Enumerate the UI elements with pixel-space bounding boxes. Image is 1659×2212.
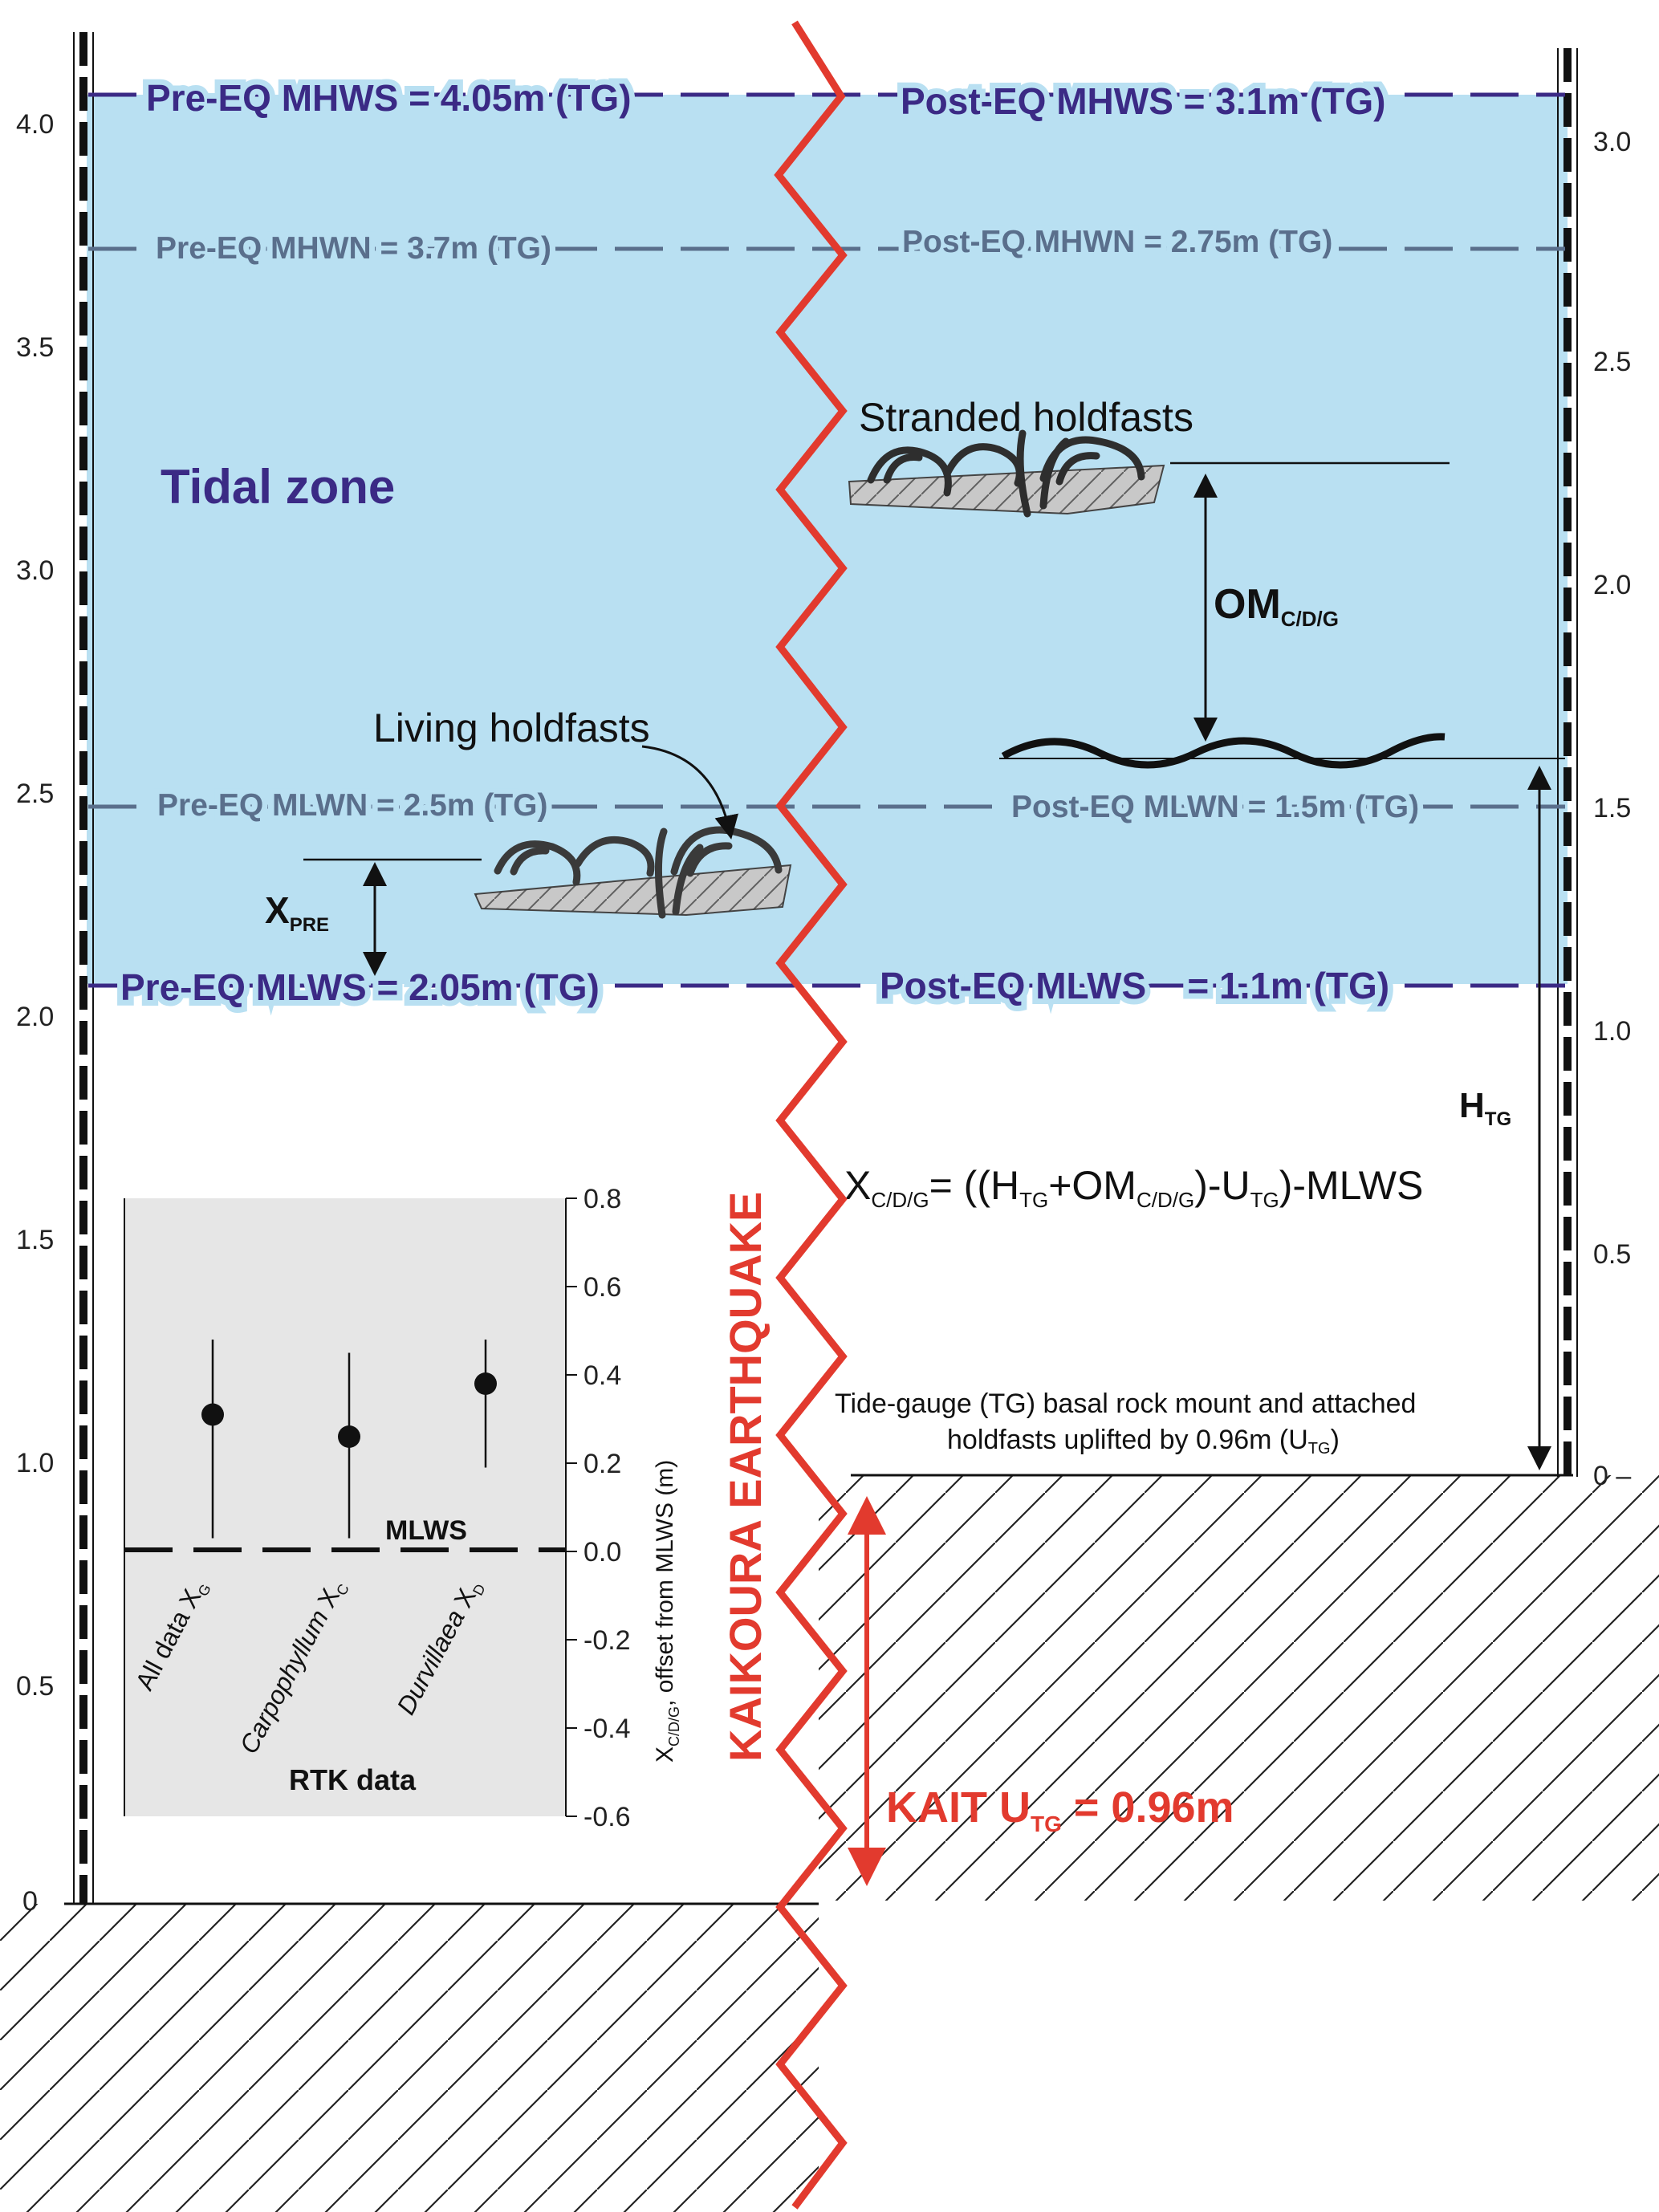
post-eq-mhwn-label: Post-EQ MHWN = 2.75m (TG): [902, 225, 1332, 259]
inset-tick-label: 0.4: [583, 1360, 621, 1391]
inset-mlws-label: MLWS: [385, 1515, 467, 1546]
post-eq-mhws-label: Post-EQ MHWS = 3.1m (TG): [901, 80, 1385, 122]
living-holdfasts-pointer: [641, 745, 738, 840]
inset-tick-label: -0.4: [583, 1714, 631, 1744]
rtk-inset-chart: 0.80.60.40.20.0-0.2-0.4-0.6 MLWS All dat…: [124, 1184, 682, 1832]
right-tick-2.0: 2.0: [1593, 570, 1631, 600]
right-axis: 3.0 2.5 2.0 1.5 1.0 0.5 0 –: [1557, 48, 1631, 1491]
pre-eq-mlws-label: Pre-EQ MLWS = 2.05m (TG): [120, 966, 600, 1008]
pre-eq-mhwn-label: Pre-EQ MHWN = 3.7m (TG): [156, 231, 551, 266]
left-tick-0.5: 0.5: [16, 1671, 54, 1702]
earthquake-label: KAIKOURA EARTHQUAKE: [720, 1192, 771, 1762]
right-tick-2.5: 2.5: [1593, 347, 1631, 377]
inset-tick-label: -0.2: [583, 1625, 631, 1656]
inset-data-points: [201, 1340, 497, 1539]
inset-data-point: [474, 1372, 497, 1395]
h-tg-label: HTG: [1459, 1086, 1511, 1130]
earthquake-fault-line: [774, 20, 848, 2210]
right-tick-1.5: 1.5: [1593, 793, 1631, 823]
left-tick-2.5: 2.5: [16, 779, 54, 809]
right-tick-0: 0 –: [1593, 1461, 1631, 1491]
pre-eq-ground: [0, 1902, 819, 2212]
post-eq-mlwn-label: Post-EQ MLWN = 1.5m (TG): [1011, 790, 1419, 824]
left-tick-1.5: 1.5: [16, 1225, 54, 1255]
om-label: OMC/D/G: [1214, 581, 1339, 631]
inset-tick-label: 0.2: [583, 1449, 621, 1479]
left-tick-2.0: 2.0: [16, 1002, 54, 1032]
left-axis: 4.0 3.5 3.0 2.5 2.0 1.5 1.0 0.5 0: [16, 32, 94, 1917]
inset-data-point: [201, 1403, 224, 1426]
left-tick-3.5: 3.5: [16, 332, 54, 363]
x-pre-label: XPRE: [265, 889, 329, 936]
inset-background: [124, 1198, 566, 1816]
pre-eq-mlwn-label: Pre-EQ MLWN = 2.5m (TG): [157, 788, 548, 823]
living-holdfasts-label: Living holdfasts: [373, 705, 650, 750]
left-tick-3.0: 3.0: [16, 555, 54, 586]
inset-y-axis-label: XC/D/G, offset from MLWS (m): [652, 1460, 682, 1763]
living-holdfasts-illustration: [474, 826, 792, 919]
inset-tick-label: -0.6: [583, 1802, 631, 1832]
living-holdfast-wave: [1001, 733, 1446, 769]
post-eq-ground: [819, 1474, 1659, 1901]
right-tick-1.0: 1.0: [1593, 1016, 1631, 1047]
pre-eq-mhws-label: Pre-EQ MHWS = 4.05m (TG): [146, 77, 632, 119]
tg-note-line1: Tide-gauge (TG) basal rock mount and att…: [835, 1389, 1416, 1419]
inset-y-ticks: 0.8 0.6 0.4 0.2 0.0 -0.2 -0.4 -0.6: [566, 1184, 631, 1832]
tidal-zone-label: Tidal zone: [161, 460, 395, 514]
inset-tick-label: 0.6: [583, 1272, 621, 1303]
tidal-zone-band: [87, 95, 1568, 984]
stranded-holdfasts-label: Stranded holdfasts: [859, 395, 1193, 440]
left-tick-1.0: 1.0: [16, 1448, 54, 1478]
left-tick-0: 0: [22, 1886, 38, 1917]
right-tick-0.5: 0.5: [1593, 1239, 1631, 1270]
post-eq-mlws-label: Post-EQ MLWS = 1.1m (TG): [880, 965, 1389, 1006]
inset-data-point: [338, 1425, 360, 1448]
left-tick-4.0: 4.0: [16, 109, 54, 140]
inset-x-axis-label: RTK data: [289, 1763, 417, 1796]
inset-tick-label: 0.8: [583, 1184, 621, 1214]
right-tick-3.0: 3.0: [1593, 127, 1631, 157]
offset-formula: XC/D/G= ((HTG+OMC/D/G)-UTG)-MLWS: [844, 1163, 1423, 1212]
stranded-holdfasts-illustration: [848, 429, 1165, 518]
kait-uplift-label: KAIT UTG = 0.96m: [886, 1783, 1234, 1836]
tg-note-line2: holdfasts uplifted by 0.96m (UTG): [947, 1425, 1340, 1458]
inset-tick-label: 0.0: [583, 1537, 621, 1568]
